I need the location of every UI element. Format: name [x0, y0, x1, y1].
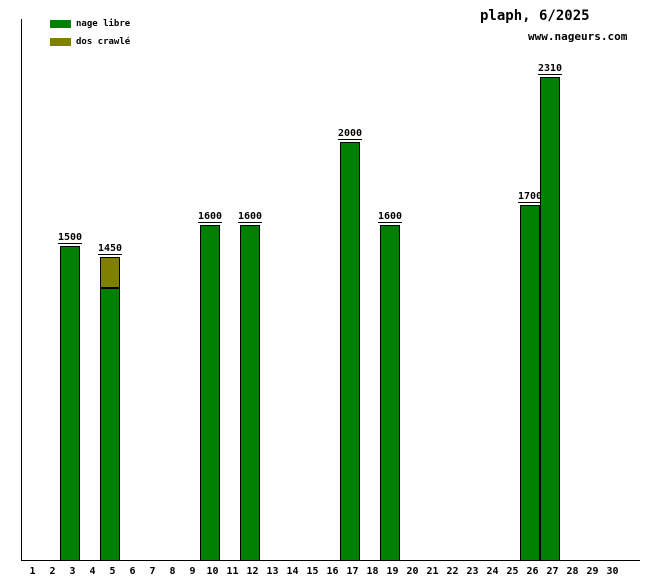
bar-day-10 [200, 225, 220, 561]
bar-segment-nage-libre [340, 142, 360, 561]
site-url-label: www.nageurs.com [528, 30, 628, 43]
x-tick-label-20: 20 [406, 566, 419, 577]
bar-day-12 [240, 225, 260, 561]
bar-value-label-day-27: 2310 [537, 63, 563, 75]
x-tick-label-25: 25 [506, 566, 519, 577]
x-tick-label-23: 23 [466, 566, 479, 577]
bar-value-label-day-5: 1450 [97, 243, 123, 255]
bar-day-3 [60, 246, 80, 561]
bar-value-label-day-3: 1500 [57, 232, 83, 244]
dos-crawle-swatch-icon [50, 38, 71, 46]
bar-day-27 [540, 77, 560, 561]
x-tick-label-28: 28 [566, 566, 579, 577]
x-tick-label-15: 15 [306, 566, 319, 577]
x-tick-label-13: 13 [266, 566, 279, 577]
x-tick-label-1: 1 [29, 566, 36, 577]
x-tick-label-10: 10 [206, 566, 219, 577]
x-tick-label-8: 8 [169, 566, 176, 577]
bar-value-label-day-19: 1600 [377, 211, 403, 223]
x-tick-label-11: 11 [226, 566, 239, 577]
x-tick-label-16: 16 [326, 566, 339, 577]
bar-segment-dos-crawlé [100, 257, 120, 288]
bar-value-label-day-17: 2000 [337, 128, 363, 140]
bar-value-label-day-26: 1700 [517, 191, 543, 203]
bar-segment-nage-libre [520, 205, 540, 561]
bar-segment-nage-libre [60, 246, 80, 561]
bar-value-label-day-10: 1600 [197, 211, 223, 223]
x-axis-line [21, 560, 640, 561]
y-axis-line [21, 19, 22, 561]
x-tick-label-30: 30 [606, 566, 619, 577]
bar-segment-nage-libre [200, 225, 220, 561]
x-tick-label-3: 3 [69, 566, 76, 577]
x-tick-label-17: 17 [346, 566, 359, 577]
bar-segment-nage-libre [100, 288, 120, 561]
x-tick-label-26: 26 [526, 566, 539, 577]
bar-day-26 [520, 205, 540, 561]
x-tick-label-18: 18 [366, 566, 379, 577]
x-tick-label-7: 7 [149, 566, 156, 577]
x-tick-label-9: 9 [189, 566, 196, 577]
x-tick-label-27: 27 [546, 566, 559, 577]
bar-day-5 [100, 257, 120, 561]
x-tick-label-4: 4 [89, 566, 96, 577]
x-tick-label-2: 2 [49, 566, 56, 577]
bar-segment-nage-libre [240, 225, 260, 561]
x-tick-label-5: 5 [109, 566, 116, 577]
bar-value-label-day-12: 1600 [237, 211, 263, 223]
x-tick-label-14: 14 [286, 566, 299, 577]
x-tick-label-29: 29 [586, 566, 599, 577]
x-tick-label-21: 21 [426, 566, 439, 577]
x-tick-label-22: 22 [446, 566, 459, 577]
legend-label-dos-crawle: dos crawlé [76, 37, 131, 47]
legend-label-nage-libre: nage libre [76, 19, 131, 29]
bar-segment-nage-libre [380, 225, 400, 561]
legend-item-dos-crawle: dos crawlé [50, 37, 130, 47]
chart-title: plaph, 6/2025 [480, 8, 590, 24]
bar-segment-nage-libre [540, 77, 560, 561]
nage-libre-swatch-icon [50, 20, 71, 28]
bar-day-19 [380, 225, 400, 561]
bar-day-17 [340, 142, 360, 561]
x-tick-label-24: 24 [486, 566, 499, 577]
legend-item-nage-libre: nage libre [50, 19, 130, 29]
x-tick-label-19: 19 [386, 566, 399, 577]
x-tick-label-12: 12 [246, 566, 259, 577]
x-tick-label-6: 6 [129, 566, 136, 577]
